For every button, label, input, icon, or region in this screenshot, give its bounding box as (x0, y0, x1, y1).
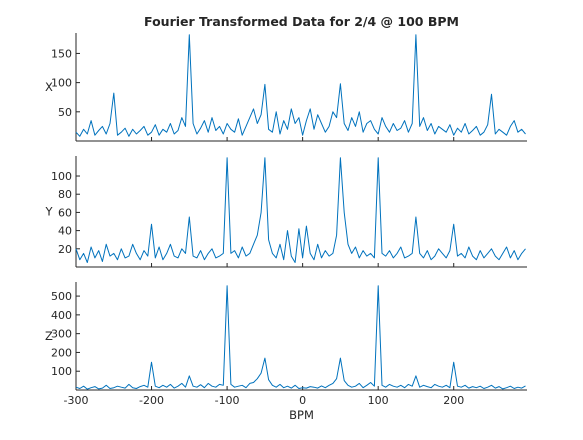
figure-title: Fourier Transformed Data for 2/4 @ 100 B… (144, 14, 459, 29)
y-tick-label: 80 (58, 188, 72, 201)
y-tick-label: 100 (51, 365, 72, 378)
x-tick-label: 0 (299, 394, 306, 407)
y-tick-label: 60 (58, 206, 72, 219)
subplot-z: 100 200 300 400 500 -300 -200 -100 0 100 200 Z BPM (45, 282, 527, 422)
y-tick-label: 500 (51, 290, 72, 303)
y-tick-label: 300 (51, 328, 72, 341)
x-tick-label: 100 (368, 394, 389, 407)
y-tick-label: 100 (51, 77, 72, 90)
y-tick-label: 150 (51, 47, 72, 60)
x-tick-label: -300 (64, 394, 89, 407)
subplot-x: 50 100 150 X (45, 33, 527, 142)
x-tick-label: -200 (139, 394, 164, 407)
y-tick-label: 100 (51, 170, 72, 183)
x-tick-label: -100 (215, 394, 240, 407)
series-line (75, 34, 526, 137)
series-line (75, 285, 526, 390)
y-tick-label: 40 (58, 225, 72, 238)
y-axis-label: Z (45, 329, 53, 343)
y-axis-label: Y (44, 205, 53, 219)
y-tick-label: 200 (51, 346, 72, 359)
subplot-stack: 50 100 150 X 20 40 60 80 100 Y 100 200 300 400 500 -300… (44, 33, 527, 422)
y-tick-label: 400 (51, 309, 72, 322)
y-tick-label: 20 (58, 243, 72, 256)
x-tick-label: 200 (443, 394, 464, 407)
y-axis-label: X (45, 80, 53, 94)
x-axis-label: BPM (289, 408, 314, 422)
series-line (75, 157, 526, 263)
y-tick-label: 50 (58, 106, 72, 119)
subplot-y: 20 40 60 80 100 Y (44, 156, 527, 268)
